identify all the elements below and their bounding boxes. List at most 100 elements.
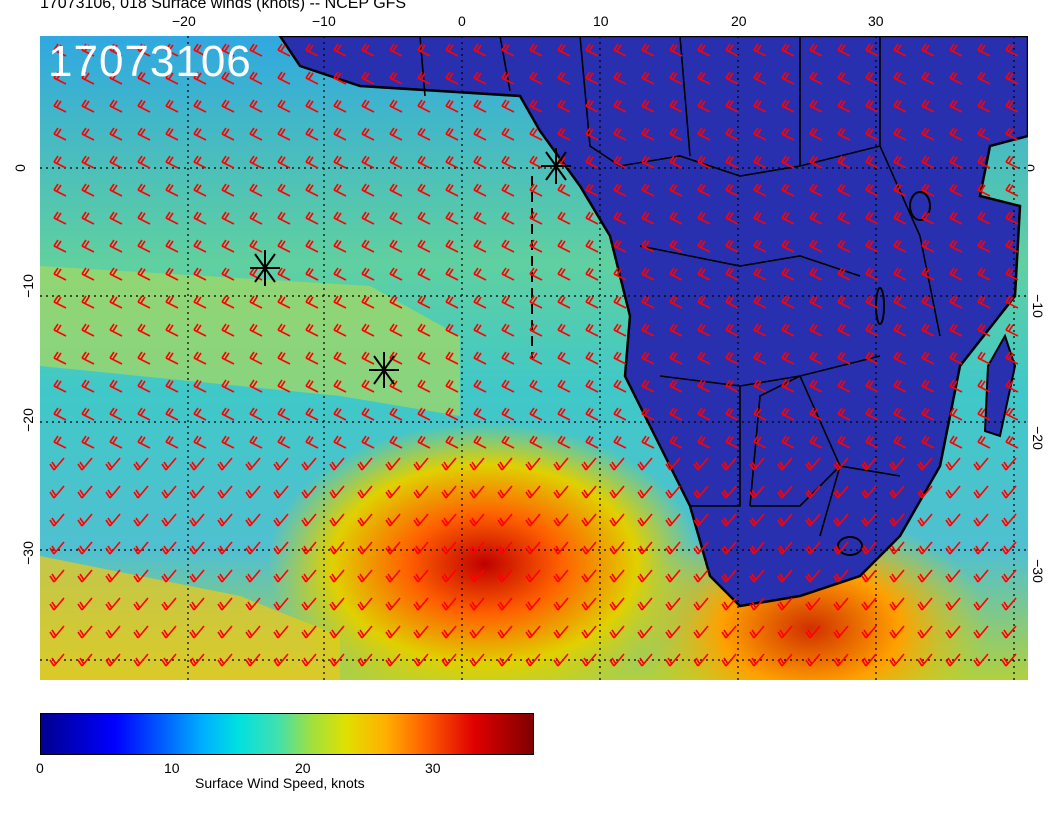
wind-barb	[781, 211, 795, 225]
wind-barb	[417, 239, 431, 253]
wind-barb	[557, 323, 571, 337]
wind-barb	[977, 407, 991, 421]
wind-barb	[1005, 71, 1019, 85]
wind-barb	[501, 211, 515, 225]
wind-barb	[525, 597, 541, 611]
wind-barb	[893, 239, 907, 253]
wind-barb	[445, 155, 459, 169]
wind-barb	[249, 435, 263, 449]
wind-barb	[669, 267, 683, 281]
wind-barb	[861, 625, 877, 639]
asterisk-marker[interactable]	[541, 148, 571, 184]
wind-barb	[977, 155, 991, 169]
wind-barb	[217, 653, 233, 667]
wind-barb	[557, 295, 571, 309]
wind-barb	[221, 295, 235, 309]
wind-barb	[529, 323, 543, 337]
wind-barb	[725, 211, 739, 225]
wind-barb	[949, 267, 963, 281]
wind-barb	[753, 127, 767, 141]
wind-barb	[137, 43, 151, 57]
wind-barb	[473, 71, 487, 85]
wind-barb	[833, 485, 849, 499]
wind-barb	[133, 569, 149, 583]
wind-barb	[977, 351, 991, 365]
wind-barb	[749, 541, 765, 555]
wind-barb	[417, 71, 431, 85]
wind-barb	[501, 379, 515, 393]
wind-barb	[361, 267, 375, 281]
wind-barb	[641, 239, 655, 253]
wind-barb	[613, 211, 627, 225]
wind-barb	[669, 211, 683, 225]
wind-barb	[721, 541, 737, 555]
wind-barb	[641, 43, 655, 57]
wind-barb	[725, 351, 739, 365]
wind-barb	[529, 407, 543, 421]
wind-barb	[669, 323, 683, 337]
wind-barb	[277, 183, 291, 197]
wind-barb	[917, 485, 933, 499]
wind-barb	[413, 457, 429, 471]
asterisk-marker[interactable]	[250, 250, 280, 286]
wind-barb	[917, 625, 933, 639]
wind-barb	[861, 485, 877, 499]
wind-barb	[613, 295, 627, 309]
wind-barb	[49, 513, 65, 527]
map-title: 17073106, 018 Surface winds (knots) -- N…	[40, 0, 407, 12]
wind-barb	[641, 435, 655, 449]
wind-barb	[305, 435, 319, 449]
wind-barb	[641, 267, 655, 281]
wind-barb	[53, 239, 67, 253]
wind-barb	[781, 71, 795, 85]
wind-barb	[133, 485, 149, 499]
wind-barb	[165, 267, 179, 281]
wind-barb	[637, 625, 653, 639]
wind-barb	[417, 435, 431, 449]
wind-barb	[753, 379, 767, 393]
wind-barb	[49, 653, 65, 667]
wind-barb	[525, 569, 541, 583]
wind-barb	[277, 267, 291, 281]
wind-barb	[165, 379, 179, 393]
wind-barb	[693, 485, 709, 499]
wind-barb	[781, 435, 795, 449]
wind-barb	[473, 267, 487, 281]
wind-barb	[921, 295, 935, 309]
wind-barb	[641, 295, 655, 309]
wind-barb	[749, 625, 765, 639]
wind-barb	[693, 625, 709, 639]
wind-barb	[105, 625, 121, 639]
wind-barb	[389, 99, 403, 113]
wind-barb	[329, 597, 345, 611]
lesotho-outline	[837, 536, 863, 556]
wind-barb	[977, 239, 991, 253]
wind-barb	[557, 435, 571, 449]
wind-barb	[553, 513, 569, 527]
wind-barb	[413, 541, 429, 555]
wind-barb	[893, 99, 907, 113]
wind-barb	[137, 295, 151, 309]
wind-barb	[837, 379, 851, 393]
wind-barb	[665, 653, 681, 667]
wind-barb	[949, 435, 963, 449]
wind-barb	[753, 71, 767, 85]
wind-barb	[305, 43, 319, 57]
wind-barb	[1005, 183, 1019, 197]
wind-barb	[721, 569, 737, 583]
wind-map[interactable]	[40, 36, 1028, 680]
asterisk-marker[interactable]	[369, 352, 399, 388]
wind-barb	[249, 295, 263, 309]
wind-barb	[949, 99, 963, 113]
wind-barb	[473, 43, 487, 57]
wind-barb	[305, 183, 319, 197]
wind-barb	[805, 541, 821, 555]
wind-barb	[641, 351, 655, 365]
wind-barb	[473, 211, 487, 225]
wind-barb	[861, 569, 877, 583]
wind-barb	[1001, 597, 1017, 611]
wind-barb	[641, 155, 655, 169]
wind-barb	[1001, 653, 1017, 667]
wind-barb	[945, 653, 961, 667]
wind-barb	[501, 239, 515, 253]
